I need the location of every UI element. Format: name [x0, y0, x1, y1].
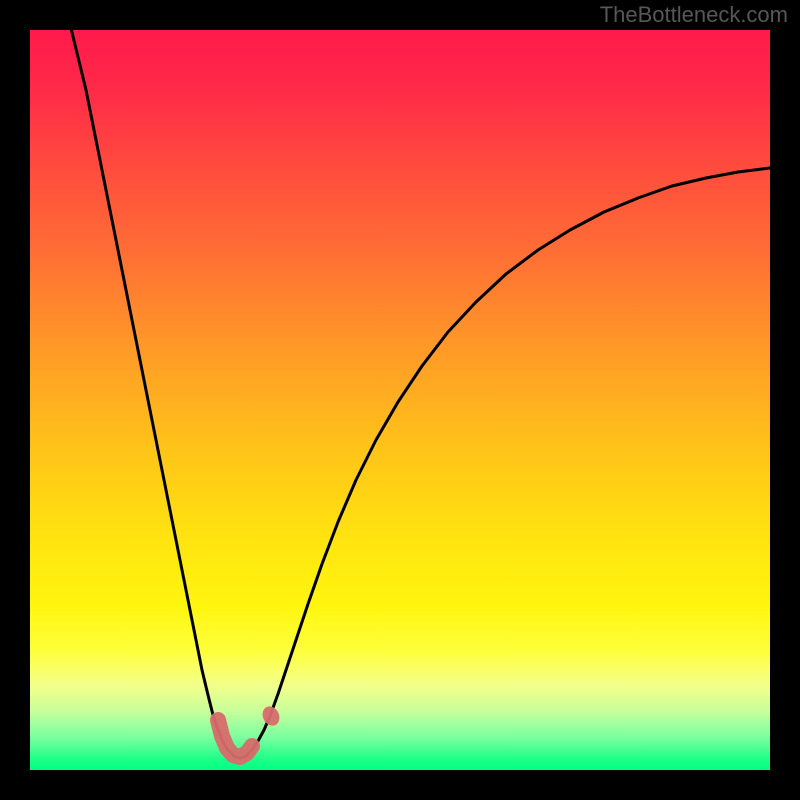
plot-area — [30, 30, 770, 770]
highlight-hook — [218, 720, 252, 757]
highlight-dot — [260, 704, 283, 729]
chart-svg — [30, 30, 770, 770]
attribution-label: TheBottleneck.com — [600, 2, 788, 28]
bottleneck-curve — [69, 30, 770, 758]
